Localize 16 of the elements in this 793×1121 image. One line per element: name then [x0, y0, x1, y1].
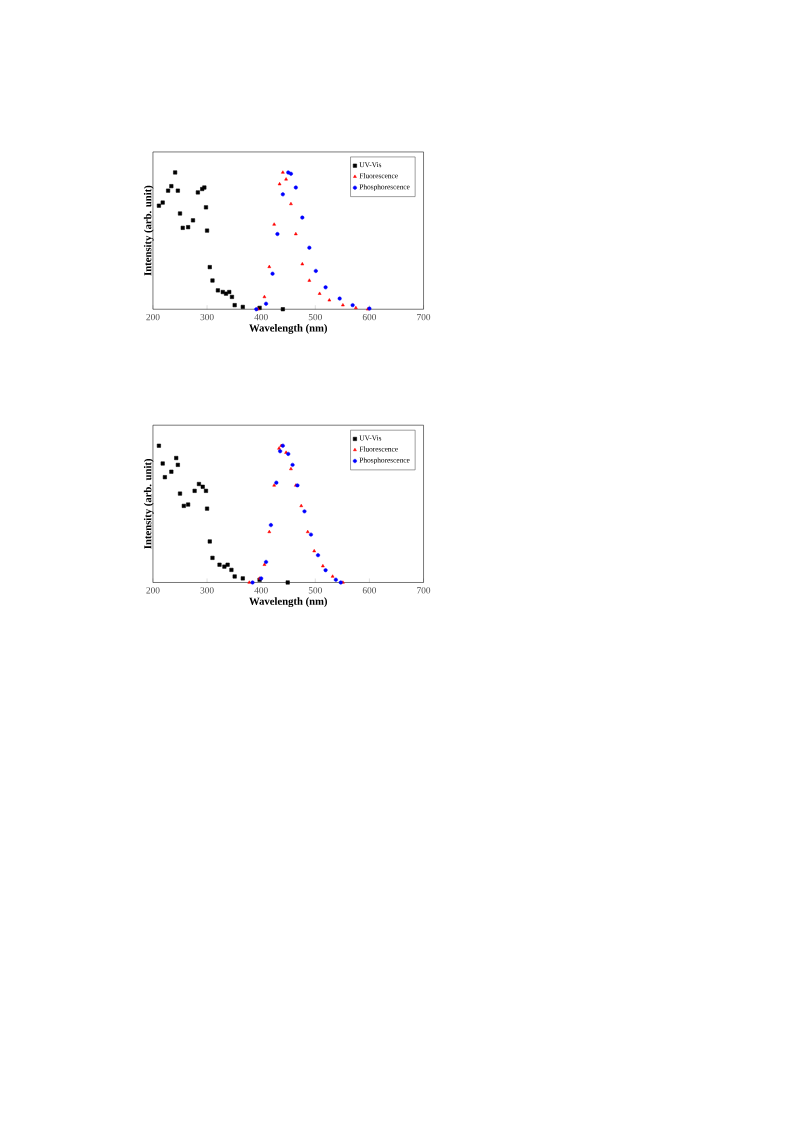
x-tick-label: 500	[308, 313, 322, 321]
x-tick-label: 600	[362, 587, 377, 594]
x-tick-label: 200	[146, 587, 160, 594]
x-tick-label: 600	[362, 313, 377, 321]
x-tick-label: 700	[417, 587, 431, 594]
x-axis-title: Wavelength (nm)	[249, 597, 327, 608]
x-tick-label: 200	[146, 313, 160, 321]
x-tick-label: 300	[200, 587, 214, 594]
x-tick-label: 400	[254, 313, 268, 321]
x-tick-label: 700	[417, 313, 431, 321]
x-tick-label: 500	[308, 587, 322, 594]
x-axis-title: Wavelength (nm)	[249, 324, 327, 334]
x-tick-label: 400	[254, 587, 268, 594]
x-tick-label: 300	[200, 313, 214, 321]
y-axis-title: Intensity (arb. unit)	[143, 185, 154, 276]
y-axis-title: Intensity (arb. unit)	[143, 459, 154, 549]
